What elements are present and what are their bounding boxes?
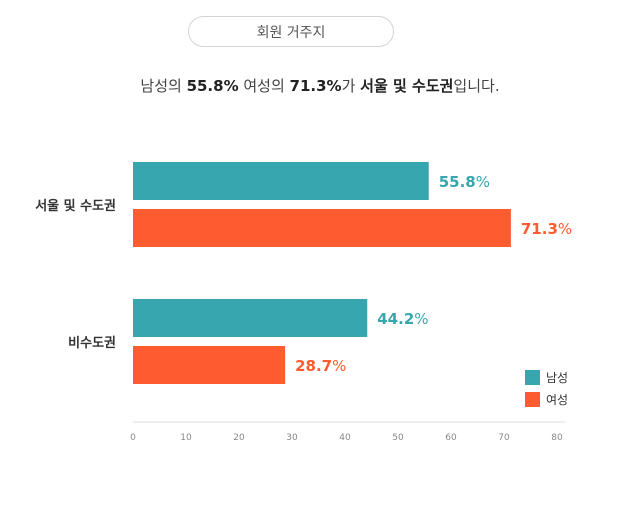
x-tick-label: 20 [233, 433, 245, 443]
residence-title: 회원 거주지 [256, 24, 326, 41]
bar-value-label: 28.7% [295, 357, 346, 375]
residence-title-pill: 회원 거주지 [188, 16, 394, 47]
summary-male-value: 55.8% [186, 77, 239, 95]
summary-text: 남성의 55.8% 여성의 71.3%가 서울 및 수도권입니다. [0, 75, 640, 96]
bar-male [133, 162, 429, 200]
x-tick-label: 10 [180, 433, 192, 443]
x-tick-label: 0 [130, 433, 136, 443]
summary-part: 입니다. [453, 77, 500, 95]
category-label: 서울 및 수도권 [35, 198, 116, 214]
x-tick-label: 70 [498, 433, 510, 443]
x-tick-label: 40 [339, 433, 351, 443]
legend-label-male: 남성 [546, 370, 569, 385]
summary-female-value: 71.3% [289, 77, 342, 95]
category-label: 비수도권 [68, 336, 116, 351]
summary-part: 가 [341, 77, 361, 95]
bar-value-label: 71.3% [521, 220, 572, 238]
bar-value-label: 44.2% [377, 310, 428, 328]
x-tick-label: 50 [392, 433, 404, 443]
legend-swatch-male [525, 369, 540, 385]
chart-legend: 남성 여성 [525, 366, 568, 410]
summary-part: 남성의 [140, 77, 187, 95]
bar-female [133, 346, 286, 384]
bar-male [133, 299, 368, 337]
summary-part: 여성의 [238, 77, 290, 95]
x-tick-label: 30 [286, 433, 298, 443]
legend-item-male: 남성 [525, 366, 568, 388]
bar-value-label: 55.8% [439, 173, 490, 191]
legend-item-female: 여성 [525, 388, 568, 410]
bar-female [133, 209, 511, 247]
legend-swatch-female [525, 391, 540, 407]
x-tick-label: 80 [551, 433, 563, 443]
legend-label-female: 여성 [546, 392, 569, 407]
summary-region: 서울 및 수도권 [360, 77, 454, 95]
x-tick-label: 60 [445, 433, 457, 443]
